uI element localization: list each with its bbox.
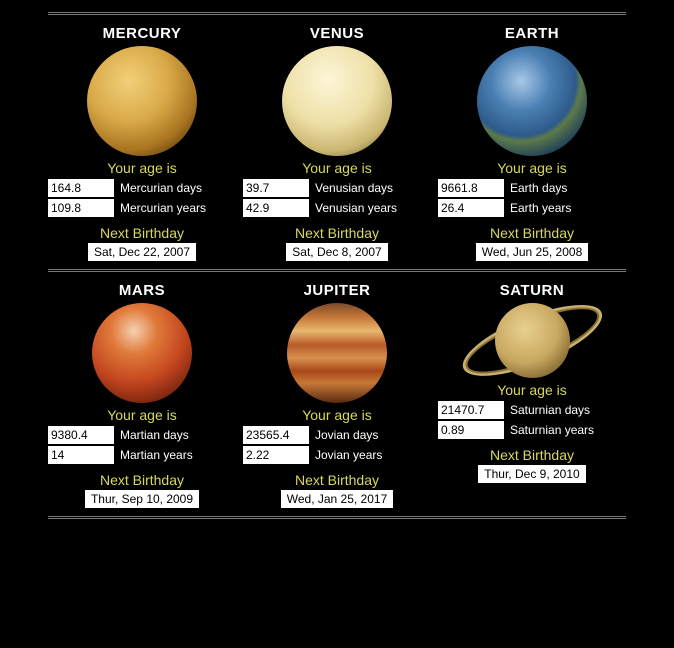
years-unit: Venusian years xyxy=(315,201,397,215)
years-value[interactable]: 2.22 xyxy=(243,446,309,464)
next-birthday-label: Next Birthday xyxy=(438,225,626,241)
next-birthday-label: Next Birthday xyxy=(243,472,431,488)
age-label: Your age is xyxy=(243,160,431,176)
birthday-date[interactable]: Wed, Jan 25, 2017 xyxy=(281,490,394,508)
days-value[interactable]: 164.8 xyxy=(48,179,114,197)
age-label: Your age is xyxy=(243,407,431,423)
days-value[interactable]: 23565.4 xyxy=(243,426,309,444)
days-unit: Martian days xyxy=(120,428,189,442)
days-unit: Earth days xyxy=(510,181,567,195)
birthday-date[interactable]: Thur, Sep 10, 2009 xyxy=(85,490,199,508)
next-birthday-label: Next Birthday xyxy=(438,447,626,463)
planet-image xyxy=(287,303,387,403)
years-unit: Jovian years xyxy=(315,448,382,462)
years-value[interactable]: 42.9 xyxy=(243,199,309,217)
years-unit: Mercurian years xyxy=(120,201,206,215)
days-unit: Mercurian days xyxy=(120,181,202,195)
birthday-date[interactable]: Thur, Dec 9, 2010 xyxy=(478,465,585,483)
planet-name: JUPITER xyxy=(243,282,431,299)
days-value[interactable]: 21470.7 xyxy=(438,401,504,419)
planet-image xyxy=(282,46,392,156)
planet-name: EARTH xyxy=(438,25,626,42)
planet-card: EARTH Your age is 9661.8 Earth days 26.4 Eart… xyxy=(438,25,626,261)
birthday-date[interactable]: Sat, Dec 22, 2007 xyxy=(88,243,196,261)
planet-card: VENUS Your age is 39.7 Venusian days 42.9 Ven… xyxy=(243,25,431,261)
age-label: Your age is xyxy=(48,407,236,423)
planet-image xyxy=(87,46,197,156)
years-unit: Saturnian years xyxy=(510,423,594,437)
birthday-date[interactable]: Sat, Dec 8, 2007 xyxy=(286,243,387,261)
planet-card: SATURN Your age is 21470.7 Saturnian days 0.… xyxy=(438,282,626,508)
years-unit: Earth years xyxy=(510,201,571,215)
years-value[interactable]: 0.89 xyxy=(438,421,504,439)
age-label: Your age is xyxy=(438,160,626,176)
days-value[interactable]: 9380.4 xyxy=(48,426,114,444)
days-value[interactable]: 9661.8 xyxy=(438,179,504,197)
days-unit: Venusian days xyxy=(315,181,393,195)
years-value[interactable]: 26.4 xyxy=(438,199,504,217)
planet-name: SATURN xyxy=(438,282,626,299)
planet-image xyxy=(92,303,192,403)
next-birthday-label: Next Birthday xyxy=(48,225,236,241)
age-label: Your age is xyxy=(48,160,236,176)
years-value[interactable]: 109.8 xyxy=(48,199,114,217)
age-label: Your age is xyxy=(438,382,626,398)
planet-image xyxy=(461,303,604,378)
planet-name: MARS xyxy=(48,282,236,299)
days-unit: Saturnian days xyxy=(510,403,590,417)
next-birthday-label: Next Birthday xyxy=(48,472,236,488)
years-unit: Martian years xyxy=(120,448,193,462)
planet-card: JUPITER Your age is 23565.4 Jovian days 2.22… xyxy=(243,282,431,508)
planet-name: MERCURY xyxy=(48,25,236,42)
days-unit: Jovian days xyxy=(315,428,378,442)
planet-card: MARS Your age is 9380.4 Martian days 14 Marti… xyxy=(48,282,236,508)
birthday-date[interactable]: Wed, Jun 25, 2008 xyxy=(476,243,589,261)
next-birthday-label: Next Birthday xyxy=(243,225,431,241)
planet-card: MERCURY Your age is 164.8 Mercurian days 109… xyxy=(48,25,236,261)
planet-name: VENUS xyxy=(243,25,431,42)
planet-image xyxy=(477,46,587,156)
years-value[interactable]: 14 xyxy=(48,446,114,464)
days-value[interactable]: 39.7 xyxy=(243,179,309,197)
